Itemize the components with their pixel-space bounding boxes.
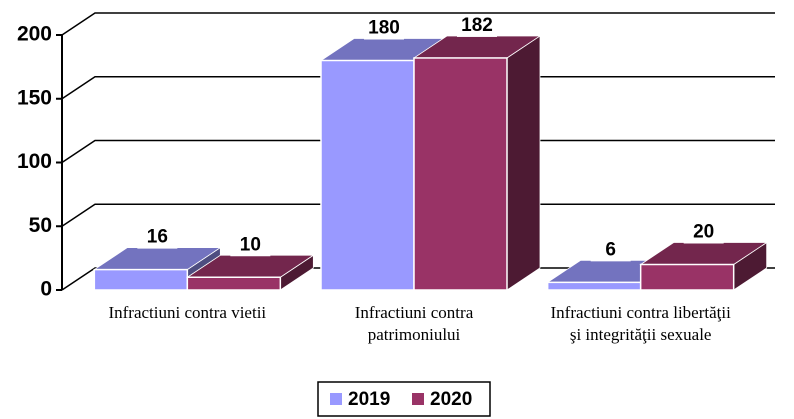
bar: [639, 263, 735, 291]
grid-line: [61, 267, 775, 291]
bar: [546, 281, 642, 291]
value-label: 182: [461, 15, 493, 36]
value-label: 6: [605, 239, 616, 260]
value-label: 180: [368, 18, 400, 39]
bar: [413, 57, 508, 291]
y-tick-label: 50: [29, 214, 52, 237]
grid-line: [61, 12, 775, 36]
value-label-bg: [457, 14, 497, 37]
y-tick-label: 0: [40, 278, 52, 301]
value-label-bg: [230, 234, 271, 257]
bar: [320, 59, 415, 291]
legend-swatch: [412, 393, 424, 405]
x-tick-label: Infractiuni contra patrimoniului: [354, 303, 474, 344]
legend-swatch: [330, 393, 342, 405]
legend-box: [317, 381, 491, 417]
value-label-bg: [137, 226, 178, 249]
value-label: 20: [693, 222, 714, 243]
x-tick-label: Infractiuni contra vietii: [108, 303, 267, 322]
grid-line: [61, 139, 775, 164]
y-tick-label: 200: [17, 23, 52, 46]
y-tick-label: 100: [17, 150, 52, 173]
value-label-bg: [364, 17, 404, 40]
y-tick-label: 150: [17, 86, 52, 109]
value-label-bg: [590, 239, 631, 262]
value-label: 16: [147, 227, 168, 248]
grid-line: [61, 76, 775, 100]
bar-side: [506, 35, 541, 291]
grid-line: [61, 203, 775, 227]
value-label: 10: [240, 234, 261, 255]
bar: [93, 268, 189, 291]
legend-label: 2019: [348, 389, 390, 410]
bar: [186, 276, 282, 291]
legend-label: 2020: [430, 389, 472, 410]
value-label-bg: [683, 221, 724, 244]
x-tick-label: Infractiuni contra libertăţii şi integri…: [550, 303, 731, 344]
